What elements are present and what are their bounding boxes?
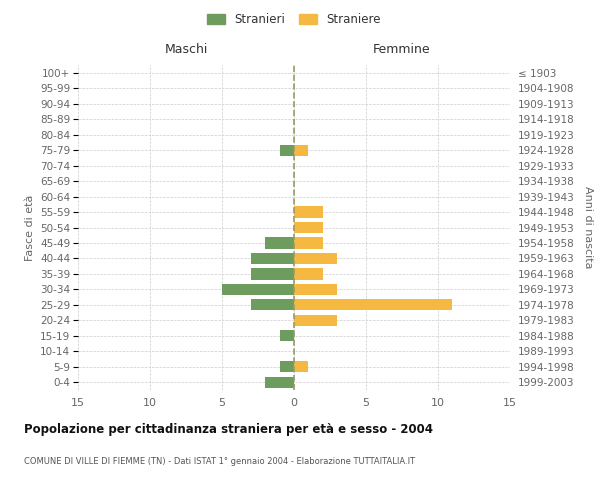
Y-axis label: Anni di nascita: Anni di nascita — [583, 186, 593, 269]
Bar — [294, 315, 337, 326]
Bar — [294, 253, 337, 264]
Bar — [251, 253, 294, 264]
Bar — [294, 361, 308, 372]
Legend: Stranieri, Straniere: Stranieri, Straniere — [202, 8, 386, 31]
Bar — [294, 206, 323, 218]
Bar — [280, 361, 294, 372]
Bar — [265, 238, 294, 248]
Bar — [294, 268, 323, 280]
Bar — [294, 238, 323, 248]
Y-axis label: Fasce di età: Fasce di età — [25, 194, 35, 260]
Text: Popolazione per cittadinanza straniera per età e sesso - 2004: Popolazione per cittadinanza straniera p… — [24, 422, 433, 436]
Bar — [251, 300, 294, 310]
Bar — [265, 376, 294, 388]
Bar — [280, 144, 294, 156]
Bar — [251, 268, 294, 280]
Bar — [294, 222, 323, 233]
Text: Maschi: Maschi — [164, 42, 208, 56]
Bar — [294, 144, 308, 156]
Bar — [280, 330, 294, 342]
Bar — [294, 300, 452, 310]
Bar — [294, 284, 337, 295]
Text: COMUNE DI VILLE DI FIEMME (TN) - Dati ISTAT 1° gennaio 2004 - Elaborazione TUTTA: COMUNE DI VILLE DI FIEMME (TN) - Dati IS… — [24, 458, 415, 466]
Text: Femmine: Femmine — [373, 42, 431, 56]
Bar — [222, 284, 294, 295]
